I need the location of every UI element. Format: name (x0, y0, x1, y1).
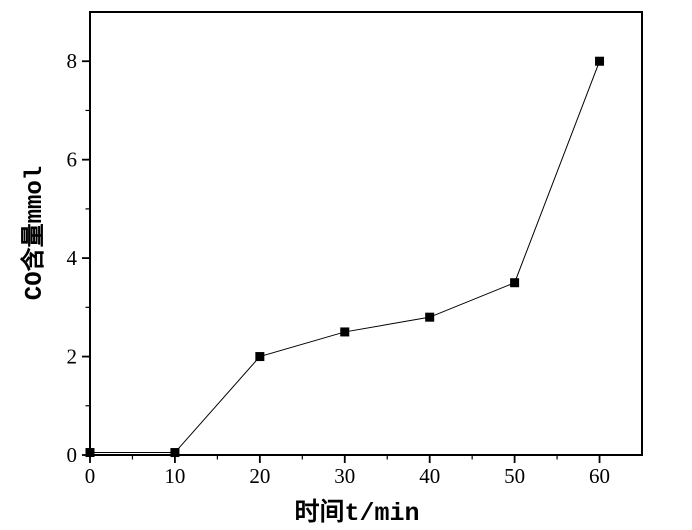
x-tick-label: 50 (504, 464, 525, 488)
y-axis-title: CO含量mmol (19, 166, 49, 300)
y-tick-label: 6 (67, 148, 78, 172)
x-tick-label: 10 (164, 464, 185, 488)
x-tick-label: 60 (589, 464, 610, 488)
y-tick-label: 4 (67, 246, 78, 270)
data-point-marker (340, 327, 350, 337)
y-tick-label: 8 (67, 49, 78, 73)
data-point-marker (255, 352, 265, 362)
x-tick-label: 40 (419, 464, 440, 488)
x-tick-label: 0 (85, 464, 96, 488)
x-axis-title: 时间t/min (294, 498, 419, 528)
series-line (90, 61, 601, 454)
x-tick-label: 20 (249, 464, 270, 488)
plot-frame (89, 11, 643, 456)
data-point-marker (425, 312, 435, 322)
x-tick-label: 30 (334, 464, 355, 488)
y-tick-label: 0 (67, 443, 78, 467)
data-point-marker (85, 448, 95, 458)
data-point-marker (510, 278, 520, 288)
plot-area: 0 10 20 30 40 50 60 0 2 4 6 8 (67, 11, 643, 488)
data-point-marker (595, 56, 605, 66)
data-point-marker (170, 448, 180, 458)
y-tick-label: 2 (67, 345, 78, 369)
